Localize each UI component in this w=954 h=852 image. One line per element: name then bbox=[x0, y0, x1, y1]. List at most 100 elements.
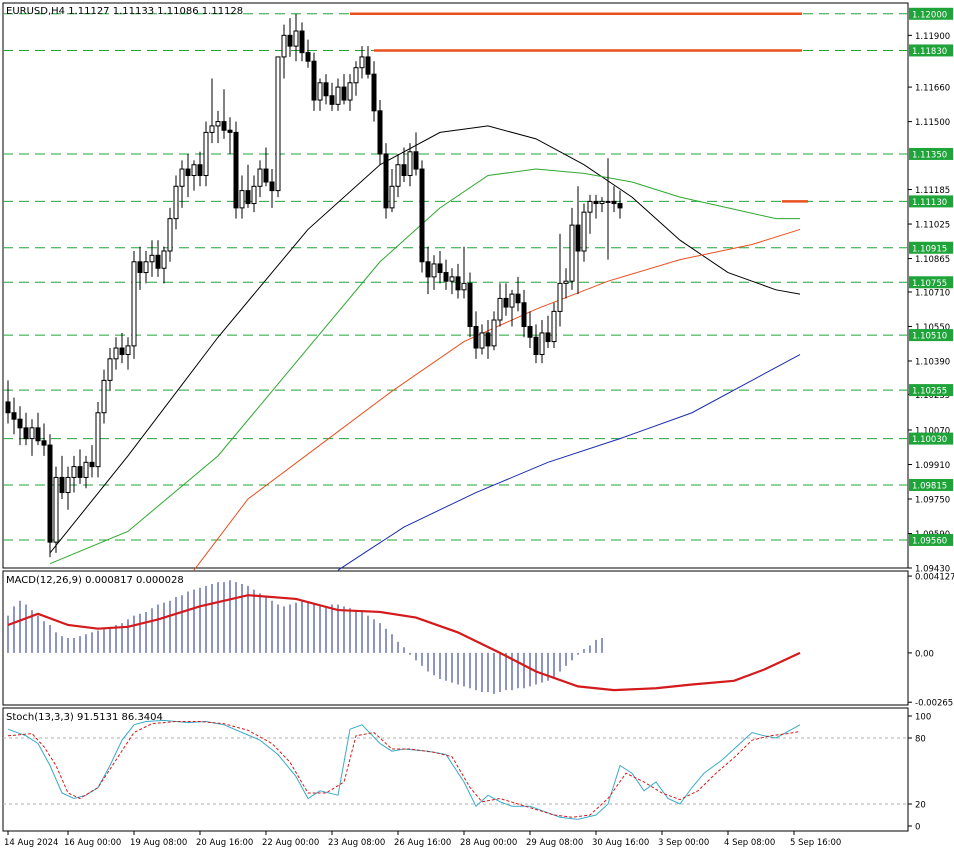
candle[interactable] bbox=[473, 311, 479, 359]
candle[interactable] bbox=[197, 151, 203, 187]
candle[interactable] bbox=[89, 445, 95, 478]
candle[interactable] bbox=[275, 56, 281, 198]
candle[interactable] bbox=[353, 61, 359, 96]
candle[interactable] bbox=[509, 289, 515, 327]
candle[interactable] bbox=[413, 132, 419, 176]
stochastic-panel[interactable]: Stoch(13,3,3) 91.5131 86.3404 100 80 20 0 bbox=[2, 707, 931, 833]
candle[interactable] bbox=[287, 18, 293, 57]
candle[interactable] bbox=[119, 332, 125, 364]
candle[interactable] bbox=[305, 39, 311, 68]
candle[interactable] bbox=[443, 259, 449, 290]
candle[interactable] bbox=[11, 397, 17, 435]
candle[interactable] bbox=[611, 186, 617, 213]
candle[interactable] bbox=[35, 412, 41, 446]
candle[interactable] bbox=[167, 207, 173, 262]
candle[interactable] bbox=[539, 320, 545, 364]
candle[interactable] bbox=[575, 186, 581, 295]
candle[interactable] bbox=[389, 169, 395, 213]
candle[interactable] bbox=[77, 449, 83, 484]
candle[interactable] bbox=[185, 153, 191, 198]
candle[interactable] bbox=[149, 240, 155, 277]
candle[interactable] bbox=[545, 315, 551, 349]
resistance-lines[interactable] bbox=[350, 12, 808, 203]
candle[interactable] bbox=[401, 147, 407, 182]
candle[interactable] bbox=[191, 160, 197, 191]
candle[interactable] bbox=[557, 233, 563, 327]
candle[interactable] bbox=[29, 419, 35, 456]
candle[interactable] bbox=[161, 246, 167, 284]
candle[interactable] bbox=[371, 61, 377, 122]
candle[interactable] bbox=[269, 169, 275, 208]
candle[interactable] bbox=[251, 175, 257, 213]
candle[interactable] bbox=[383, 143, 389, 219]
candle[interactable] bbox=[233, 121, 239, 219]
candle[interactable] bbox=[347, 74, 353, 111]
candle[interactable] bbox=[425, 246, 431, 295]
candle[interactable] bbox=[113, 337, 119, 370]
candle[interactable] bbox=[293, 13, 299, 62]
candle[interactable] bbox=[461, 246, 467, 299]
candle[interactable] bbox=[329, 82, 335, 111]
candle[interactable] bbox=[359, 46, 365, 79]
candle[interactable] bbox=[587, 194, 593, 234]
candle[interactable] bbox=[311, 52, 317, 111]
candle[interactable] bbox=[335, 78, 341, 111]
candle[interactable] bbox=[437, 250, 443, 284]
candle[interactable] bbox=[107, 348, 113, 392]
candle[interactable] bbox=[215, 110, 221, 144]
candle[interactable] bbox=[41, 423, 47, 456]
candle[interactable] bbox=[581, 203, 587, 262]
candle[interactable] bbox=[203, 121, 209, 187]
candle[interactable] bbox=[497, 283, 503, 327]
candle[interactable] bbox=[83, 455, 89, 489]
price-panel[interactable]: EURUSD,H4 1.11127 1.11133 1.11086 1.1112… bbox=[2, 2, 953, 575]
candle[interactable] bbox=[617, 190, 623, 219]
candle[interactable] bbox=[323, 74, 329, 105]
candle[interactable] bbox=[449, 268, 455, 295]
candle[interactable] bbox=[377, 100, 383, 165]
candle[interactable] bbox=[221, 89, 227, 139]
candle[interactable] bbox=[209, 78, 215, 144]
candle[interactable] bbox=[131, 250, 137, 359]
candle[interactable] bbox=[137, 246, 143, 290]
candle[interactable] bbox=[491, 311, 497, 351]
candle[interactable] bbox=[395, 153, 401, 198]
candle[interactable] bbox=[173, 175, 179, 230]
candle[interactable] bbox=[263, 147, 269, 187]
candle[interactable] bbox=[521, 289, 527, 338]
candle[interactable] bbox=[515, 276, 521, 312]
candle[interactable] bbox=[143, 250, 149, 284]
candle[interactable] bbox=[419, 160, 425, 273]
candle[interactable] bbox=[53, 466, 59, 553]
candle[interactable] bbox=[551, 302, 557, 349]
candle[interactable] bbox=[431, 255, 437, 290]
candle[interactable] bbox=[257, 160, 263, 198]
candle[interactable] bbox=[101, 369, 107, 424]
candle[interactable] bbox=[341, 74, 347, 105]
candle[interactable] bbox=[593, 194, 599, 219]
candle[interactable] bbox=[455, 263, 461, 299]
candle[interactable] bbox=[5, 380, 11, 424]
candle[interactable] bbox=[527, 311, 533, 349]
candle[interactable] bbox=[407, 143, 413, 187]
candle[interactable] bbox=[227, 117, 233, 154]
candle[interactable] bbox=[281, 24, 287, 79]
candle[interactable] bbox=[533, 324, 539, 364]
candle[interactable] bbox=[155, 240, 161, 277]
candle[interactable] bbox=[23, 412, 29, 446]
candle[interactable] bbox=[485, 320, 491, 359]
candle[interactable] bbox=[563, 268, 569, 299]
candle[interactable] bbox=[17, 406, 23, 446]
candle[interactable] bbox=[299, 22, 305, 62]
candle[interactable] bbox=[59, 455, 65, 499]
candles[interactable] bbox=[5, 13, 623, 558]
candle[interactable] bbox=[95, 401, 101, 478]
candle[interactable] bbox=[65, 466, 71, 510]
candle[interactable] bbox=[467, 272, 473, 338]
candle[interactable] bbox=[503, 283, 509, 316]
candle[interactable] bbox=[179, 160, 185, 208]
candle[interactable] bbox=[239, 175, 245, 219]
candle[interactable] bbox=[245, 164, 251, 208]
candle[interactable] bbox=[569, 207, 575, 290]
